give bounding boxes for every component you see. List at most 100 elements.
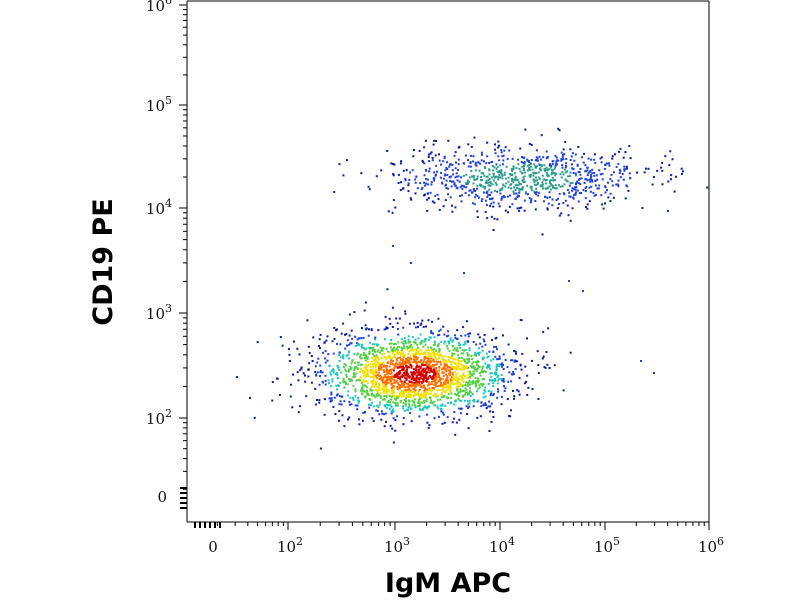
event-dot [382, 365, 385, 368]
event-dot [422, 325, 425, 328]
event-dot [418, 415, 421, 418]
event-dot [458, 375, 461, 378]
event-dot [333, 337, 336, 340]
event-dot [396, 322, 399, 325]
event-dot [483, 389, 486, 391]
event-dot [538, 177, 541, 180]
event-dot [414, 181, 417, 184]
event-dot [476, 177, 479, 180]
event-dot [526, 164, 529, 167]
event-dot [389, 376, 392, 378]
event-dot [660, 166, 663, 169]
event-dot [466, 179, 469, 182]
event-dot [469, 332, 471, 335]
event-dot [466, 352, 469, 355]
event-dot [460, 400, 463, 402]
event-dot [514, 177, 517, 180]
event-dot [661, 183, 664, 186]
event-dot [395, 398, 398, 401]
event-dot [423, 353, 426, 356]
event-dot [306, 319, 309, 322]
event-dot [671, 158, 674, 161]
event-dot [436, 358, 439, 361]
y-tick-label: 103 [146, 302, 172, 323]
event-dot [430, 367, 433, 370]
event-dot [436, 381, 438, 384]
event-dot [342, 322, 345, 325]
event-dot [372, 363, 375, 365]
event-dot [441, 388, 444, 391]
event-dot [595, 174, 598, 177]
event-dot [566, 180, 569, 183]
event-dot [477, 347, 480, 350]
event-dot [520, 319, 523, 322]
event-dot [346, 354, 349, 357]
event-dot [476, 367, 479, 370]
event-dot [518, 187, 521, 190]
event-dot [323, 413, 326, 416]
event-dot [405, 397, 407, 400]
event-dot [409, 364, 412, 367]
event-dot [321, 371, 324, 374]
event-dot [402, 187, 405, 190]
event-dot [407, 184, 410, 187]
event-dot [395, 372, 398, 375]
event-dot [533, 163, 536, 166]
event-dot [602, 207, 605, 210]
event-dot [431, 377, 434, 380]
event-dot [458, 381, 461, 384]
event-dot [441, 404, 444, 407]
event-dot [494, 189, 496, 192]
event-dot [526, 158, 529, 161]
event-dot [324, 374, 327, 377]
event-dot [412, 353, 415, 356]
event-dot [471, 374, 474, 377]
event-dot [417, 360, 420, 363]
event-dot [450, 376, 453, 379]
event-dot [465, 381, 468, 384]
event-dot [583, 152, 586, 155]
event-dot [383, 413, 386, 416]
event-dot [483, 334, 486, 336]
event-dot [492, 229, 495, 231]
event-dot [449, 338, 452, 341]
event-dot [299, 369, 302, 372]
event-dot [395, 361, 398, 364]
event-dot [528, 167, 531, 170]
event-dot [370, 346, 373, 349]
event-dot [480, 371, 483, 374]
event-dot [397, 328, 399, 330]
event-dot [440, 393, 443, 396]
event-dot [430, 331, 433, 334]
event-dot [424, 376, 427, 378]
event-dot [474, 377, 477, 380]
event-dot [453, 182, 456, 185]
event-dot [331, 380, 334, 383]
event-dot [514, 179, 517, 182]
event-dot [400, 375, 403, 378]
event-dot [360, 172, 363, 175]
event-dot [403, 340, 406, 342]
event-dot [391, 352, 394, 355]
event-dot [433, 355, 436, 358]
event-dot [389, 362, 392, 365]
event-dot [275, 377, 278, 380]
event-dot [308, 362, 311, 365]
event-dot [467, 377, 470, 379]
event-dot [386, 288, 389, 291]
event-dot [597, 187, 600, 190]
event-dot [367, 394, 370, 397]
event-dot [472, 365, 475, 368]
event-dot [365, 347, 368, 350]
event-dot [400, 400, 402, 403]
event-dot [385, 395, 388, 398]
event-dot [390, 386, 393, 389]
event-dot [426, 360, 429, 363]
event-dot [543, 366, 546, 369]
event-dot [546, 156, 549, 159]
event-dot [578, 192, 581, 195]
event-dot [443, 355, 446, 358]
event-dot [424, 139, 427, 142]
event-dot [408, 341, 411, 344]
event-dot [464, 366, 466, 369]
